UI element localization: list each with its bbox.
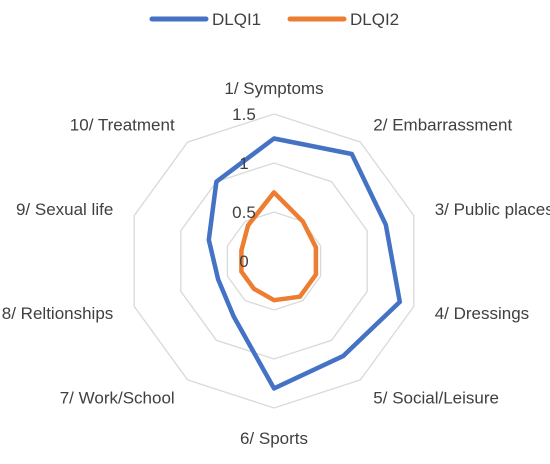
category-label: 4/ Dressings <box>435 304 529 323</box>
category-labels: 1/ Symptoms 2/ Embarrassment 3/ Public pla… <box>2 79 550 448</box>
radar-series <box>206 136 403 391</box>
category-label: 5/ Social/Leisure <box>373 389 499 408</box>
category-label: 10/ Treatment <box>70 115 175 134</box>
category-label: 6/ Sports <box>240 429 308 448</box>
grid-ring-0 <box>226 211 322 311</box>
category-label: 1/ Symptoms <box>224 79 323 98</box>
category-label: 8/ Reltionships <box>2 304 114 323</box>
legend: DLQI1 DLQI2 <box>149 10 399 29</box>
tick-label: 0.5 <box>232 203 256 222</box>
category-label: 9/ Sexual life <box>16 200 113 219</box>
legend-label-dlqi2: DLQI2 <box>350 10 399 29</box>
category-label: 7/ Work/School <box>60 389 175 408</box>
radial-tick-labels: 0 0.5 1 1.5 <box>232 105 256 271</box>
grid-ring-1 <box>180 162 368 360</box>
series-line-dlqi1 <box>206 136 403 391</box>
tick-label: 1.5 <box>232 105 256 124</box>
category-label: 2/ Embarrassment <box>373 115 512 134</box>
radar-grid <box>133 113 415 409</box>
tick-label: 0 <box>239 252 248 271</box>
series-line-dlqi2 <box>239 190 319 303</box>
tick-label: 1 <box>239 154 248 173</box>
grid-ring-2 <box>133 113 415 409</box>
legend-label-dlqi1: DLQI1 <box>212 10 261 29</box>
category-label: 3/ Public places <box>435 200 550 219</box>
